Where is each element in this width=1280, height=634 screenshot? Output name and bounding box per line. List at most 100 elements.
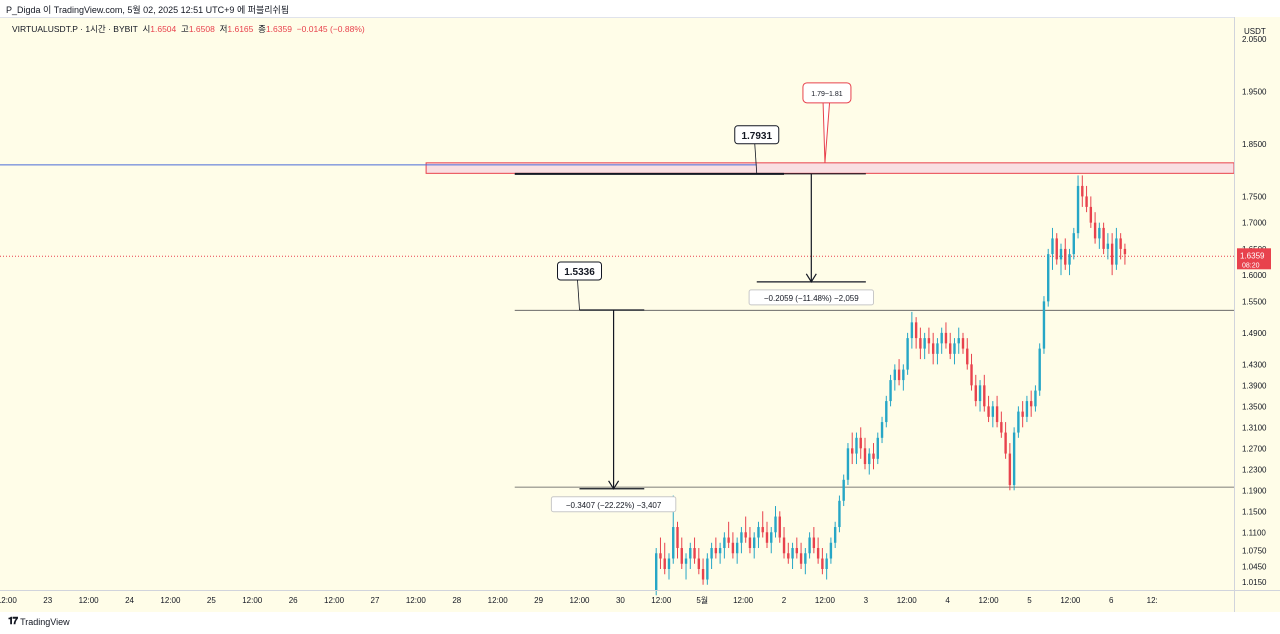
candle[interactable] [1000, 411, 1003, 438]
candle[interactable] [1119, 233, 1122, 260]
candle[interactable] [902, 364, 905, 391]
candle[interactable] [655, 548, 658, 596]
candle[interactable] [1089, 196, 1093, 228]
candle[interactable] [795, 537, 799, 559]
zone-label-callout[interactable]: 1.79~1.81 [802, 82, 852, 163]
candle[interactable] [970, 353, 973, 391]
candle[interactable] [851, 432, 854, 465]
candle[interactable] [880, 416, 884, 444]
candle[interactable] [1008, 443, 1012, 491]
candle[interactable] [1038, 343, 1041, 396]
candle[interactable] [1021, 401, 1024, 428]
candle[interactable] [697, 548, 701, 575]
candle[interactable] [1081, 175, 1084, 207]
candle[interactable] [983, 374, 986, 412]
candle[interactable] [995, 395, 999, 428]
candle[interactable] [770, 527, 773, 554]
candle[interactable] [829, 537, 833, 564]
candle[interactable] [663, 542, 666, 575]
candle[interactable] [791, 542, 794, 570]
candle[interactable] [953, 338, 956, 365]
candle[interactable] [876, 432, 879, 465]
candle[interactable] [991, 401, 995, 428]
candle[interactable] [659, 537, 662, 570]
candle[interactable] [1017, 406, 1020, 438]
candle[interactable] [1055, 233, 1058, 265]
measure-drop-1[interactable]: −0.3407 (−22.22%) −3,407 [550, 309, 677, 513]
candle[interactable] [842, 474, 845, 507]
candle[interactable] [706, 553, 709, 585]
candle[interactable] [1012, 427, 1016, 491]
candle[interactable] [753, 532, 756, 559]
candle[interactable] [812, 527, 816, 554]
candle[interactable] [774, 506, 777, 538]
candle[interactable] [718, 542, 722, 564]
candle[interactable] [897, 359, 901, 386]
candle[interactable] [910, 311, 914, 349]
candle[interactable] [816, 537, 820, 564]
callout-1.7931[interactable]: 1.7931 [734, 125, 780, 174]
symbol-name[interactable]: VIRTUALUSDT.P · 1시간 · BYBIT [12, 24, 138, 34]
candle[interactable] [1029, 390, 1033, 417]
candle[interactable] [1085, 185, 1088, 213]
candle[interactable] [1034, 385, 1037, 412]
candle[interactable] [1047, 248, 1050, 307]
candle[interactable] [838, 495, 841, 533]
candle[interactable] [974, 374, 977, 407]
candle[interactable] [740, 527, 743, 554]
candle[interactable] [804, 548, 807, 575]
callout-1.5336[interactable]: 1.5336 [557, 261, 603, 311]
candle[interactable] [872, 443, 875, 470]
candle[interactable] [667, 553, 671, 580]
candle[interactable] [1115, 227, 1118, 270]
candle[interactable] [940, 327, 943, 354]
candle[interactable] [949, 332, 952, 360]
candle[interactable] [1042, 296, 1046, 354]
candle[interactable] [885, 395, 888, 428]
candle[interactable] [957, 327, 960, 354]
candle[interactable] [868, 448, 871, 475]
candle[interactable] [1064, 238, 1067, 270]
candle[interactable] [919, 327, 922, 360]
candle[interactable] [961, 332, 965, 354]
candle[interactable] [906, 332, 909, 375]
candle[interactable] [1110, 233, 1114, 276]
candle[interactable] [931, 332, 935, 365]
candle[interactable] [1068, 248, 1071, 276]
candle[interactable] [889, 374, 892, 407]
candle[interactable] [1051, 227, 1054, 270]
candle[interactable] [944, 322, 948, 349]
candle[interactable] [778, 511, 781, 543]
candle[interactable] [1106, 233, 1110, 260]
candle[interactable] [1004, 422, 1007, 459]
candle[interactable] [701, 558, 705, 585]
candle[interactable] [689, 542, 692, 570]
candle[interactable] [761, 511, 764, 538]
candle[interactable] [833, 521, 837, 549]
candle[interactable] [710, 542, 713, 570]
candle[interactable] [1025, 395, 1029, 423]
candle[interactable] [1093, 212, 1097, 244]
candle[interactable] [859, 427, 862, 459]
candle[interactable] [1102, 222, 1105, 255]
candle[interactable] [825, 553, 828, 580]
tradingview-brand[interactable]: 𝟏𝟕 TradingView [8, 616, 70, 627]
candle[interactable] [978, 380, 982, 412]
candle[interactable] [723, 532, 726, 559]
candle[interactable] [748, 527, 752, 554]
candle[interactable] [684, 553, 688, 580]
candle[interactable] [731, 532, 735, 559]
candle[interactable] [1123, 243, 1127, 265]
candle[interactable] [765, 521, 769, 549]
measure-drop-2[interactable]: −0.2059 (−11.48%) −2,059 [748, 173, 875, 306]
candle[interactable] [1072, 227, 1075, 260]
candle[interactable] [966, 338, 969, 370]
candle[interactable] [914, 317, 918, 349]
chart-area[interactable] [0, 17, 1280, 613]
candle[interactable] [680, 537, 683, 570]
candle[interactable] [735, 537, 739, 564]
candle[interactable] [757, 521, 760, 549]
candle[interactable] [1059, 243, 1063, 276]
candle[interactable] [676, 521, 679, 559]
